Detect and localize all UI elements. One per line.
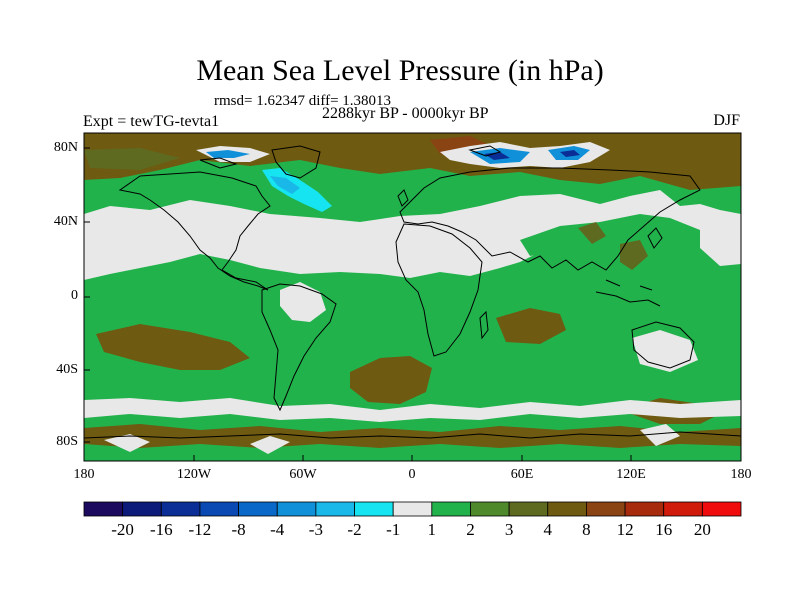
coastline-north-america xyxy=(118,171,271,291)
coastline-eurasia xyxy=(399,167,701,271)
map-title: Mean Sea Level Pressure (in hPa) xyxy=(196,54,604,87)
coastlines xyxy=(84,145,741,439)
coastline-japan xyxy=(647,227,663,249)
coastline-africa xyxy=(395,223,483,357)
colorbar-swatch xyxy=(392,501,433,517)
colorbar-label: -16 xyxy=(149,520,173,539)
colorbar-swatch xyxy=(624,501,665,517)
lat-tick-label: 0 xyxy=(71,288,78,303)
colorbar-swatch xyxy=(701,501,742,517)
indian-ocean-positive xyxy=(496,308,566,344)
north-atlantic-negative xyxy=(270,176,300,194)
colorbar-swatch xyxy=(508,501,549,517)
period-label: 2288kyr BP - 0000kyr BP xyxy=(322,105,489,122)
colorbar-label: 4 xyxy=(543,520,553,539)
colorbar-label: -4 xyxy=(270,520,285,539)
north-subtropic-neutral xyxy=(84,190,741,280)
south-america-neutral xyxy=(280,282,326,322)
lon-tick-label: 60W xyxy=(289,467,317,482)
south-atlantic-positive xyxy=(350,356,432,404)
lon-tick-label: 0 xyxy=(408,467,416,482)
lon-tick-label: 180 xyxy=(730,467,752,482)
colorbar-swatch xyxy=(470,501,510,517)
colorbar-label: 8 xyxy=(582,520,591,539)
colorbar-swatch xyxy=(663,501,703,517)
south-pacific-positive xyxy=(96,324,250,370)
coastline-australia xyxy=(631,321,695,369)
coastline-britain xyxy=(397,189,409,207)
antarctic-neutral xyxy=(640,424,680,446)
colorbar-swatch xyxy=(160,501,201,517)
coastline-south-america xyxy=(261,283,337,412)
colorbar-label: 12 xyxy=(616,520,634,539)
colorbar-swatch xyxy=(122,501,162,517)
experiment-label: Expt = tewTG-tevta1 xyxy=(83,113,220,130)
colorbar-swatch xyxy=(276,501,317,517)
map-field xyxy=(84,133,741,461)
lat-tick-label: 80S xyxy=(56,434,78,449)
colorbar-swatch xyxy=(238,501,278,517)
antarctic-neutral xyxy=(104,434,150,452)
season-label: DJF xyxy=(713,112,740,129)
colorbar-label: -20 xyxy=(111,520,134,539)
lat-tick-label: 40S xyxy=(56,362,78,377)
stats-line: rmsd= 1.62347 diff= 1.38013 xyxy=(214,93,392,109)
colorbar xyxy=(83,501,742,517)
axis-ticks xyxy=(84,147,632,461)
colorbar-label: -3 xyxy=(308,520,323,539)
asia-positive-patch xyxy=(520,214,700,256)
eurasia-negative-core xyxy=(484,152,510,160)
lon-tick-label: 180 xyxy=(73,467,95,482)
antarctic-neutral xyxy=(250,436,290,454)
lat-tick-label: 80N xyxy=(53,140,78,155)
coastline-antarctica xyxy=(84,431,741,439)
colorbar-swatch xyxy=(199,501,239,517)
colorbar-label: 1 xyxy=(427,520,437,539)
colorbar-label: 2 xyxy=(466,520,475,539)
colorbar-swatch xyxy=(586,501,626,517)
colorbar-swatch xyxy=(83,501,124,517)
colorbar-swatch xyxy=(431,501,471,517)
coastline-arctic-islands xyxy=(199,145,502,169)
asia-strong-patch xyxy=(620,240,648,270)
colorbar-swatch xyxy=(354,501,394,517)
coastline-madagascar xyxy=(479,310,489,340)
coastline-indonesia xyxy=(595,279,661,307)
antarctic-positive xyxy=(84,424,741,448)
coastline-greenland xyxy=(271,145,321,179)
asia-strong-patch xyxy=(578,222,606,244)
eurasia-negative-core xyxy=(560,150,580,157)
colorbar-label: -8 xyxy=(231,520,246,539)
colorbar-label: 16 xyxy=(655,520,673,539)
colorbar-label: 20 xyxy=(693,520,711,539)
australia-neutral xyxy=(632,330,698,372)
colorbar-swatch xyxy=(315,501,355,517)
colorbar-label: -2 xyxy=(347,520,362,539)
lon-tick-label: 120W xyxy=(176,467,212,482)
arctic-patch xyxy=(84,148,180,170)
colorbar-swatch xyxy=(547,501,587,517)
lat-tick-label: 40N xyxy=(53,214,78,229)
southern-ocean-neutral xyxy=(84,398,741,422)
lon-tick-label: 60E xyxy=(510,467,534,482)
canada-negative xyxy=(206,150,250,158)
lon-tick-label: 120E xyxy=(616,467,646,482)
colorbar-label: -12 xyxy=(188,520,212,539)
colorbar-label: 3 xyxy=(504,520,514,539)
colorbar-label: -1 xyxy=(386,520,401,539)
